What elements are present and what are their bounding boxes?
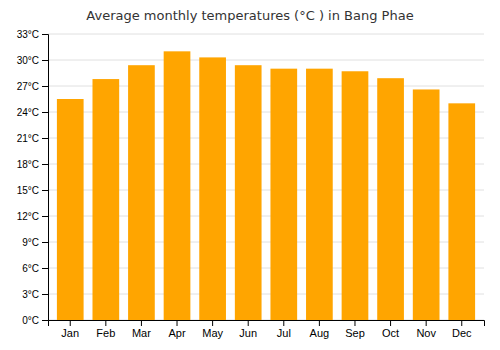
y-tick-label: 9°C: [22, 237, 39, 248]
y-tick-mark: [42, 268, 48, 269]
x-tick-label: Sep: [345, 327, 365, 339]
x-tick-mark: [248, 320, 249, 326]
x-tick-label: Jan: [61, 327, 79, 339]
y-tick-mark: [42, 216, 48, 217]
y-tick-mark: [42, 138, 48, 139]
bar: [235, 65, 262, 320]
y-tick-mark: [42, 164, 48, 165]
y-tick-label: 0°C: [22, 315, 39, 326]
plot: Jan Feb Mar Apr May Jun Jul Aug Sep Oct Nov Dec 0°C 3…: [17, 29, 485, 339]
chart: Jan Feb Mar Apr May Jun Jul Aug Sep Oct Nov Dec 0°C 3…: [0, 0, 500, 350]
x-tick: Feb: [96, 320, 115, 339]
bar: [57, 99, 84, 320]
x-tick-mark: [354, 320, 355, 326]
y-tick: 27°C: [17, 81, 48, 92]
bar: [128, 65, 155, 320]
y-tick: 12°C: [17, 211, 48, 222]
grid-line: [48, 60, 484, 61]
bars: [57, 51, 475, 320]
x-tick-mark: [212, 320, 213, 326]
y-tick-label: 3°C: [22, 289, 39, 300]
x-tick-mark: [105, 320, 106, 326]
y-tick-label: 24°C: [17, 107, 39, 118]
y-tick: 3°C: [22, 289, 48, 300]
y-tick-label: 33°C: [17, 29, 39, 40]
y-tick-label: 6°C: [22, 263, 39, 274]
y-axis-line: [42, 35, 49, 321]
x-tick-label: Oct: [382, 327, 399, 339]
x-tick: Aug: [310, 320, 330, 339]
y-tick: 30°C: [17, 55, 48, 66]
x-tick-label: Feb: [96, 327, 115, 339]
x-tick-label: Mar: [132, 327, 151, 339]
bar: [377, 78, 404, 320]
bar: [306, 69, 333, 320]
grid: [48, 34, 484, 320]
x-tick-label: May: [202, 327, 223, 339]
bar: [448, 103, 475, 320]
x-tick: Jan: [61, 320, 79, 339]
x-tick-label: Aug: [310, 327, 330, 339]
y-tick-mark: [42, 242, 48, 243]
x-tick-label: Apr: [168, 327, 185, 339]
y-tick: 24°C: [17, 107, 48, 118]
y-tick-label: 15°C: [17, 185, 39, 196]
x-tick: May: [202, 320, 223, 339]
x-tick-mark: [319, 320, 320, 326]
y-tick-label: 12°C: [17, 211, 39, 222]
y-tick: 6°C: [22, 263, 48, 274]
bar: [164, 51, 191, 320]
grid-line: [48, 34, 484, 35]
x-tick-label: Dec: [452, 327, 472, 339]
bar: [199, 57, 226, 320]
x-axis-line: [49, 321, 485, 327]
x-tick: Apr: [168, 320, 185, 339]
y-tick-mark: [42, 320, 48, 321]
x-tick-mark: [141, 320, 142, 326]
x-tick-label: Nov: [416, 327, 436, 339]
x-tick-label: Jul: [277, 327, 291, 339]
y-tick: 9°C: [22, 237, 48, 248]
x-tick-mark: [390, 320, 391, 326]
x-tick-mark: [177, 320, 178, 326]
y-tick-label: 27°C: [17, 81, 39, 92]
x-tick: Jul: [277, 320, 291, 339]
bar: [92, 79, 119, 320]
x-tick: Nov: [416, 320, 436, 339]
x-tick-label: Jun: [239, 327, 257, 339]
y-axis: 0°C 3°C 6°C 9°C 12°C 15°C 18°C 21°C 24°C 27°C 30°C…: [17, 29, 49, 326]
x-tick: Jun: [239, 320, 257, 339]
y-tick-label: 21°C: [17, 133, 39, 144]
x-tick-mark: [70, 320, 71, 326]
bar: [270, 69, 297, 320]
x-tick: Sep: [345, 320, 365, 339]
x-tick: Dec: [452, 320, 472, 339]
y-tick-mark: [42, 190, 48, 191]
y-tick: 21°C: [17, 133, 48, 144]
y-tick: 0°C: [22, 315, 48, 326]
x-tick: Mar: [132, 320, 151, 339]
y-tick-mark: [42, 34, 48, 35]
x-tick-mark: [283, 320, 284, 326]
y-tick-mark: [42, 294, 48, 295]
y-tick-mark: [42, 60, 48, 61]
x-tick-mark: [461, 320, 462, 326]
y-tick: 18°C: [17, 159, 48, 170]
bar: [413, 89, 440, 320]
y-tick: 33°C: [17, 29, 48, 40]
bar: [342, 71, 369, 320]
y-tick-mark: [42, 112, 48, 113]
title: Average monthly temperatures (°C ) in Ba…: [86, 8, 413, 23]
y-tick: 15°C: [17, 185, 48, 196]
y-tick-label: 18°C: [17, 159, 39, 170]
x-tick: Oct: [382, 320, 399, 339]
y-tick-label: 30°C: [17, 55, 39, 66]
y-tick-mark: [42, 86, 48, 87]
x-tick-mark: [426, 320, 427, 326]
x-axis: Jan Feb Mar Apr May Jun Jul Aug Sep Oct Nov Dec: [49, 320, 485, 339]
